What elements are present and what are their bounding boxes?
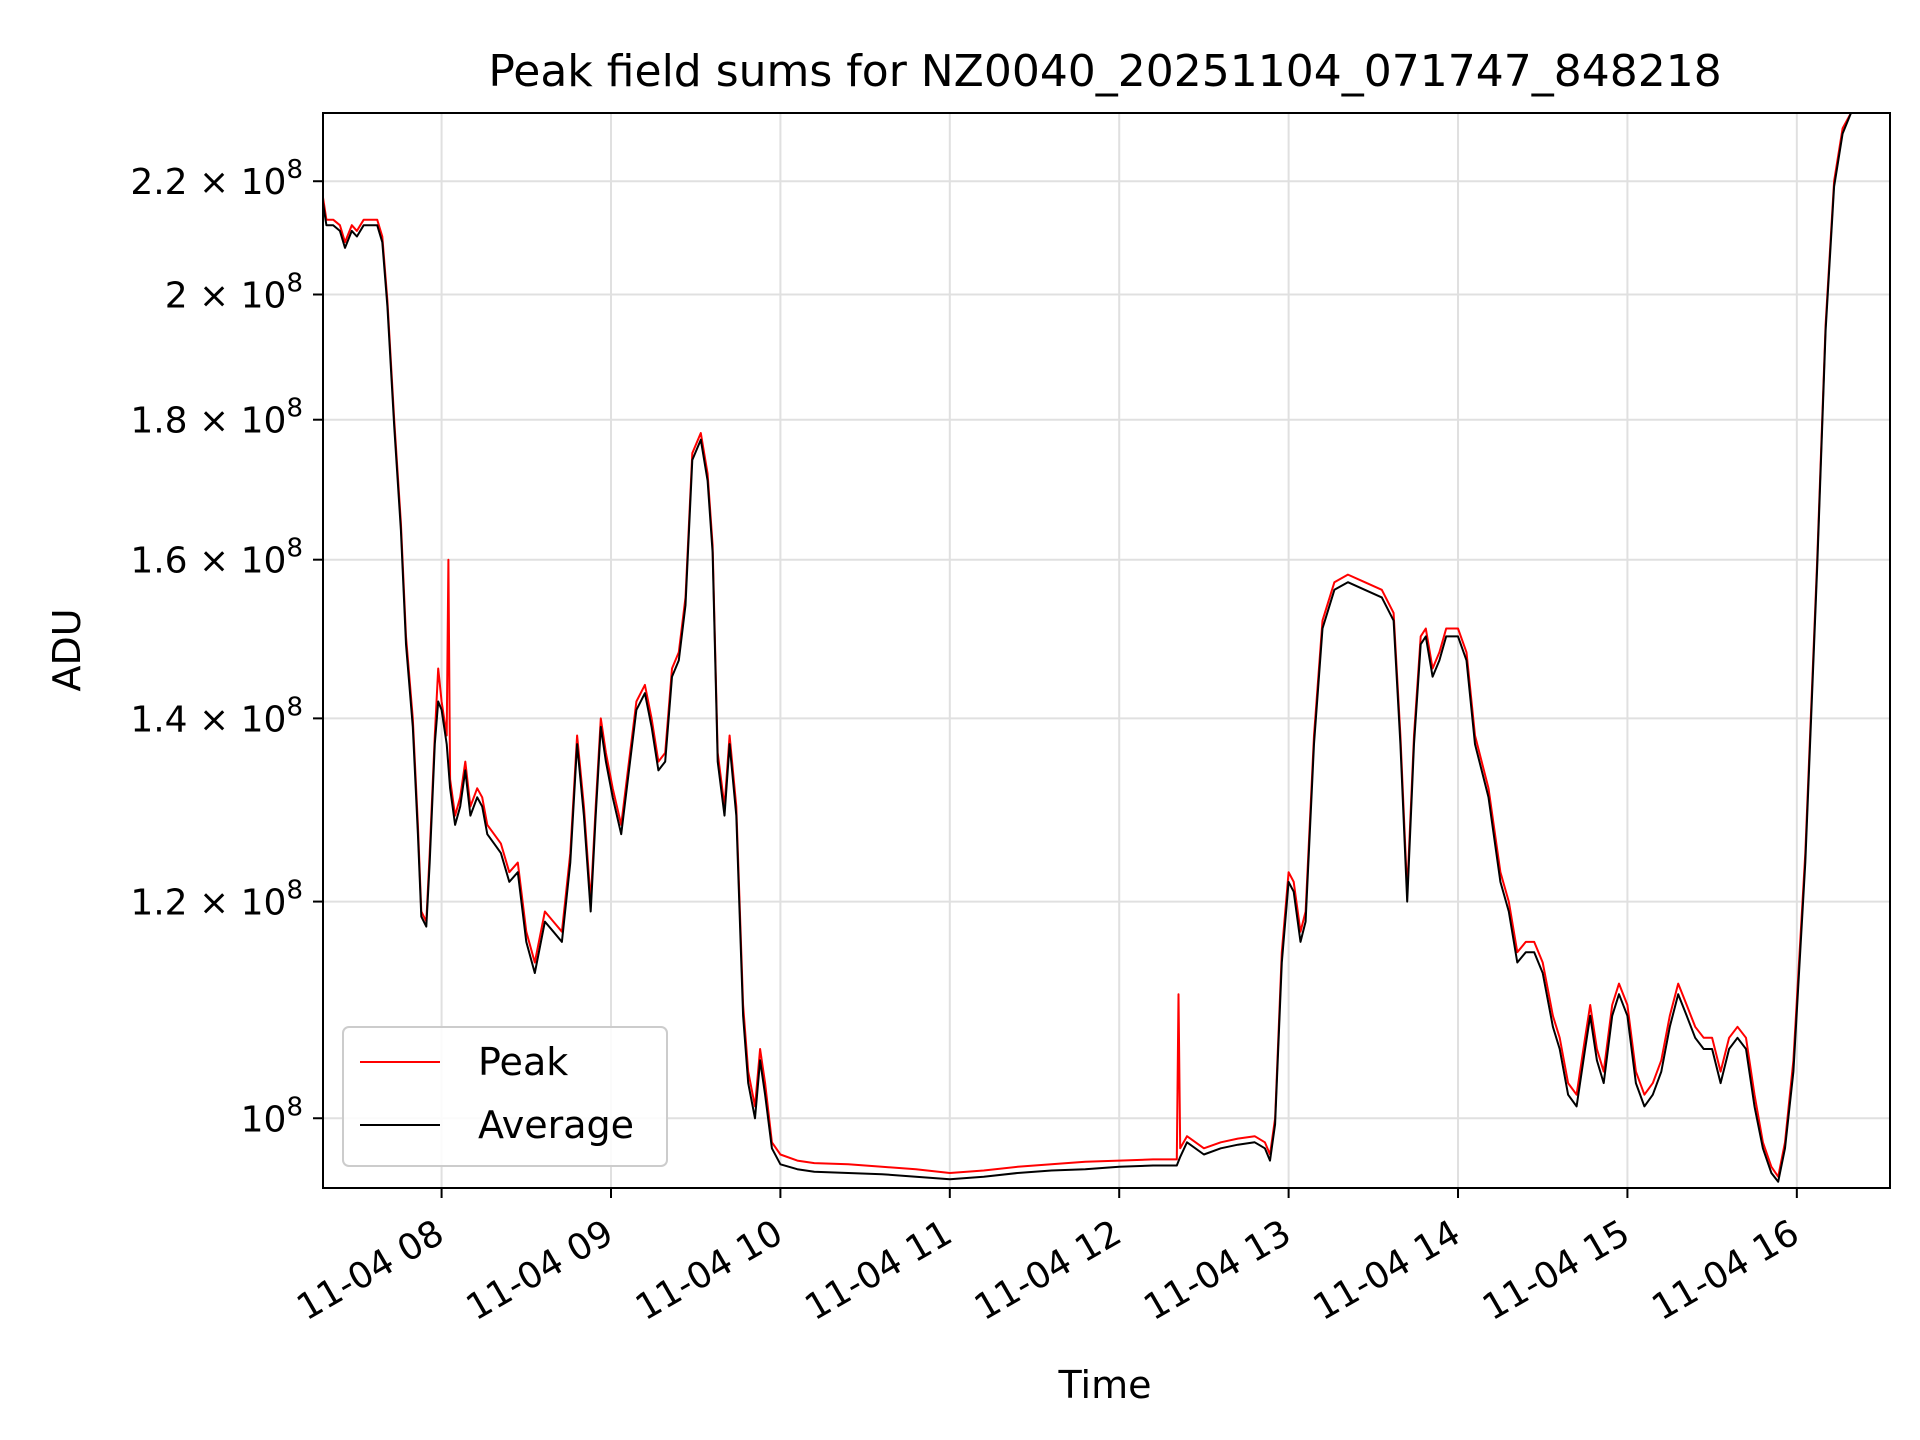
y-tick-base: 1.8 × 10: [130, 401, 286, 442]
y-tick-base: 1.2 × 10: [130, 883, 286, 924]
y-tick-exponent: 8: [286, 876, 303, 906]
chart-title: Peak field sums for NZ0040_20251104_0717…: [488, 46, 1721, 97]
y-tick-exponent: 8: [286, 692, 303, 722]
y-tick-base: 1.6 × 10: [130, 541, 286, 582]
y-tick-exponent: 8: [286, 534, 303, 564]
plot-frame: [322, 112, 1891, 1189]
y-tick-label: 1.2 × 108: [130, 876, 303, 924]
y-tick-exponent: 8: [286, 155, 303, 185]
y-tick-base: 10: [241, 1099, 287, 1140]
legend: Peak Average: [342, 1026, 668, 1167]
legend-average-label: Average: [478, 1103, 634, 1147]
y-tick-base: 2 × 10: [165, 275, 287, 316]
y-tick-exponent: 8: [286, 1092, 303, 1122]
y-tick-base: 1.4 × 10: [130, 699, 286, 740]
series-average-line: [323, 113, 1890, 1183]
y-tick-label: 108: [241, 1092, 303, 1140]
y-tick-label: 1.4 × 108: [130, 692, 303, 740]
y-axis-label: ADU: [45, 608, 89, 691]
y-tick-exponent: 8: [286, 394, 303, 424]
y-tick-label: 2.2 × 108: [130, 155, 303, 203]
series-layer: [323, 113, 1890, 1183]
legend-peak-label: Peak: [478, 1040, 568, 1084]
y-tick-label: 1.8 × 108: [130, 394, 303, 442]
y-tick-base: 2.2 × 10: [130, 162, 286, 203]
x-axis-label: Time: [1058, 1363, 1152, 1407]
y-tick-exponent: 8: [286, 268, 303, 298]
y-tick-label: 1.6 × 108: [130, 534, 303, 582]
series-peak-line: [323, 113, 1890, 1178]
y-tick-label: 2 × 108: [165, 268, 303, 316]
grid: [323, 113, 1890, 1188]
